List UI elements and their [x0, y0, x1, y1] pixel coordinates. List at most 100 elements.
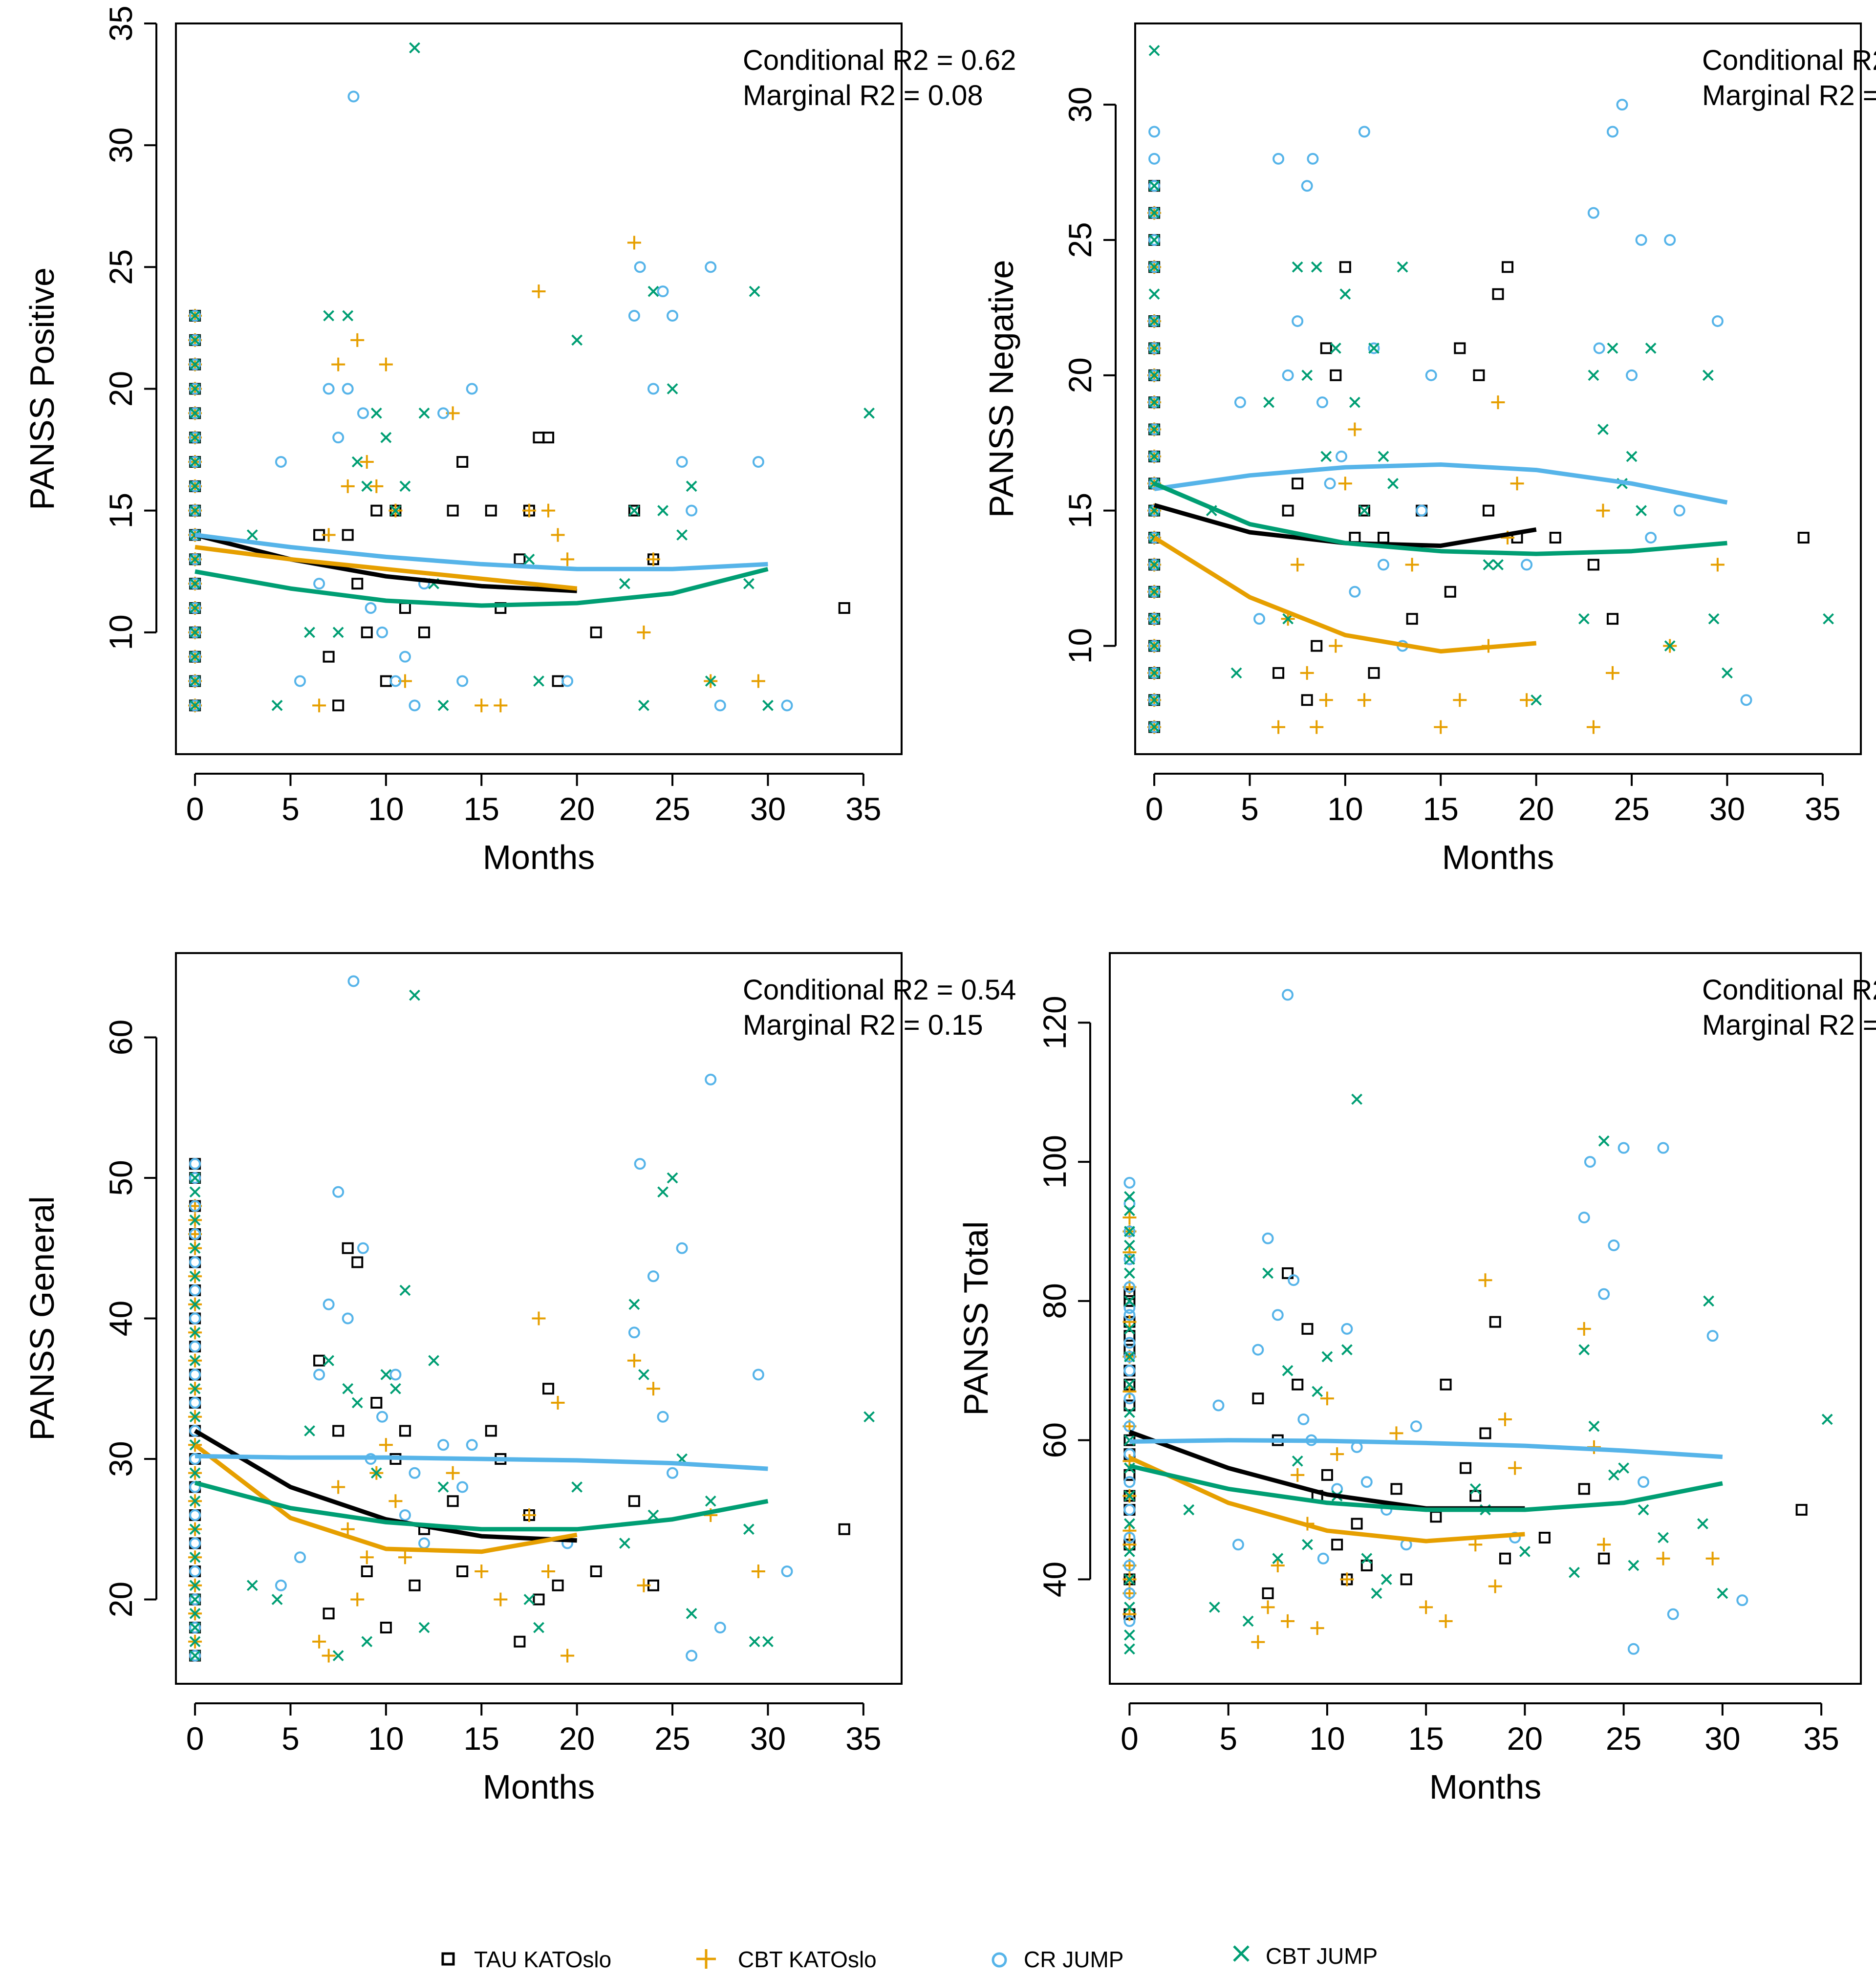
- data-point-cbt-jump-51: [1821, 1413, 1833, 1425]
- data-point-cr-jump-22: [1234, 396, 1246, 409]
- data-point-tau-katoslo-20: [1272, 667, 1285, 679]
- data-point-cr-jump-44: [1657, 1142, 1669, 1154]
- data-point-tau-katoslo-23: [351, 1256, 364, 1268]
- data-point-cbt-jump-2: [189, 651, 201, 663]
- data-point-tau-katoslo-43: [1606, 613, 1618, 625]
- data-point-cbt-jump-12: [1148, 396, 1160, 408]
- data-point-cr-jump-17: [1123, 1302, 1136, 1314]
- x-tick-label: 20: [1518, 791, 1554, 827]
- marginal-r2-label: Marginal R2 = 0.15: [743, 1009, 983, 1041]
- data-point-cbt-jump-33: [1361, 1553, 1373, 1565]
- data-point-cbt-jump-32: [437, 699, 449, 711]
- data-point-tau-katoslo-36: [552, 675, 564, 687]
- data-point-cbt-jump-3: [1148, 640, 1160, 652]
- data-point-cbt-katoslo-34: [551, 1396, 565, 1410]
- data-point-tau-katoslo-39: [552, 1579, 564, 1591]
- y-tick-label: 25: [103, 249, 139, 285]
- plot-frame: [175, 952, 903, 1685]
- data-point-cbt-katoslo-24: [379, 357, 393, 371]
- data-point-tau-katoslo-26: [1351, 1518, 1363, 1530]
- data-point-cr-jump-20: [323, 383, 335, 395]
- data-point-cr-jump-24: [357, 407, 369, 419]
- conditional-r2-label: Conditional R2 = 0.53: [1702, 44, 1876, 76]
- data-point-cbt-katoslo-22: [1310, 1621, 1324, 1635]
- y-axis: 40 60 80 100 120: [1036, 996, 1091, 1597]
- data-point-cr-jump-1: [1123, 1587, 1136, 1599]
- data-point-cr-jump-16: [189, 310, 201, 322]
- data-point-cbt-jump-15: [1148, 315, 1160, 327]
- data-point-cbt-katoslo-36: [637, 625, 651, 639]
- data-point-cbt-katoslo-35: [1520, 693, 1534, 707]
- x-tick-label: 30: [750, 1720, 786, 1757]
- data-point-cr-jump-44: [705, 1073, 717, 1086]
- r2-annotation: Conditional R2 = 0.53 Marginal R2 = 0.15: [1702, 44, 1876, 111]
- data-point-cbt-jump-7: [189, 529, 201, 541]
- data-point-cr-jump-30: [1341, 1323, 1353, 1335]
- data-point-cbt-jump-9: [189, 480, 201, 492]
- data-point-cr-jump-7: [1123, 1420, 1136, 1433]
- data-point-tau-katoslo-36: [1499, 1552, 1511, 1565]
- data-point-cbt-katoslo-27: [1419, 1600, 1433, 1614]
- data-point-cbt-jump-51: [1708, 613, 1720, 625]
- data-point-cr-jump-12: [189, 407, 201, 419]
- data-point-tau-katoslo-29: [456, 456, 469, 468]
- data-point-cr-jump-13: [1148, 369, 1161, 381]
- marginal-r2-label: Marginal R2 = 0.15: [1702, 1009, 1876, 1041]
- data-point-cbt-jump-33: [1358, 505, 1370, 517]
- data-point-cbt-jump-14: [1124, 1267, 1135, 1279]
- data-point-cbt-katoslo-24: [1330, 1447, 1344, 1461]
- data-point-tau-katoslo-40: [590, 1565, 602, 1577]
- y-tick-label: 20: [103, 1582, 139, 1617]
- data-point-tau-katoslo-25: [1320, 342, 1332, 354]
- data-point-cr-jump-6: [189, 1481, 201, 1493]
- data-point-cbt-jump-37: [1397, 261, 1408, 273]
- data-point-cbt-katoslo-36: [1597, 1538, 1611, 1552]
- data-point-cr-jump-32: [456, 675, 469, 687]
- data-point-cr-jump-31: [1336, 450, 1348, 462]
- data-point-cbt-katoslo-20: [1291, 558, 1305, 572]
- data-point-cbt-jump-14: [189, 359, 201, 370]
- data-point-cr-jump-37: [1416, 504, 1428, 517]
- data-point-cbt-jump-35: [428, 1355, 439, 1367]
- data-point-cr-jump-38: [1425, 369, 1437, 381]
- points-cbt-katoslo: [188, 1199, 765, 1663]
- data-point-tau-katoslo-27: [1339, 261, 1351, 273]
- data-point-cbt-jump-30: [418, 407, 430, 419]
- x-tick-label: 35: [1803, 1720, 1839, 1757]
- data-point-cbt-jump-39: [1492, 559, 1504, 570]
- points-tau-katoslo: [1123, 1267, 1808, 1620]
- fit-line-tau-katoslo: [194, 533, 577, 593]
- data-point-cbt-katoslo-30: [522, 503, 536, 518]
- data-point-cr-jump-40: [1587, 207, 1599, 219]
- data-point-cr-jump-1: [189, 675, 201, 687]
- data-point-cbt-katoslo-19: [1281, 1614, 1295, 1628]
- data-point-cr-jump-49: [1711, 315, 1724, 327]
- data-point-cr-jump-31: [409, 1467, 421, 1479]
- data-point-cbt-jump-0: [189, 1650, 201, 1661]
- data-point-cbt-jump-38: [1519, 1546, 1531, 1557]
- data-point-cr-jump-19: [1212, 1399, 1225, 1412]
- data-point-cbt-katoslo-23: [369, 479, 384, 493]
- data-point-tau-katoslo-30: [485, 504, 497, 517]
- data-point-cbt-jump-20: [323, 310, 335, 322]
- data-point-cr-jump-45: [1667, 1608, 1679, 1620]
- y-tick-label: 15: [1062, 493, 1098, 528]
- data-point-cbt-katoslo-27: [398, 1550, 412, 1565]
- data-point-tau-katoslo-37: [1482, 504, 1494, 517]
- x-axis: 0 5 10 15 20 25 30 35: [186, 1702, 882, 1757]
- x-tick-label: 15: [464, 791, 499, 827]
- x-tick-label: 0: [1121, 1720, 1139, 1757]
- data-point-cbt-jump-4: [1124, 1546, 1135, 1557]
- data-point-cr-jump-17: [189, 1172, 201, 1184]
- data-point-cbt-jump-41: [667, 383, 678, 394]
- data-point-cbt-katoslo-39: [751, 674, 765, 688]
- x-tick-label: 5: [281, 791, 300, 827]
- data-point-cr-jump-41: [686, 504, 698, 517]
- data-point-cr-jump-34: [1368, 342, 1380, 354]
- data-point-cr-jump-39: [667, 310, 679, 322]
- data-point-cbt-jump-48: [1697, 1518, 1708, 1529]
- data-point-cbt-jump-21: [1208, 1601, 1220, 1613]
- data-point-cbt-jump-53: [1823, 613, 1834, 625]
- data-point-cbt-jump-3: [189, 1608, 201, 1619]
